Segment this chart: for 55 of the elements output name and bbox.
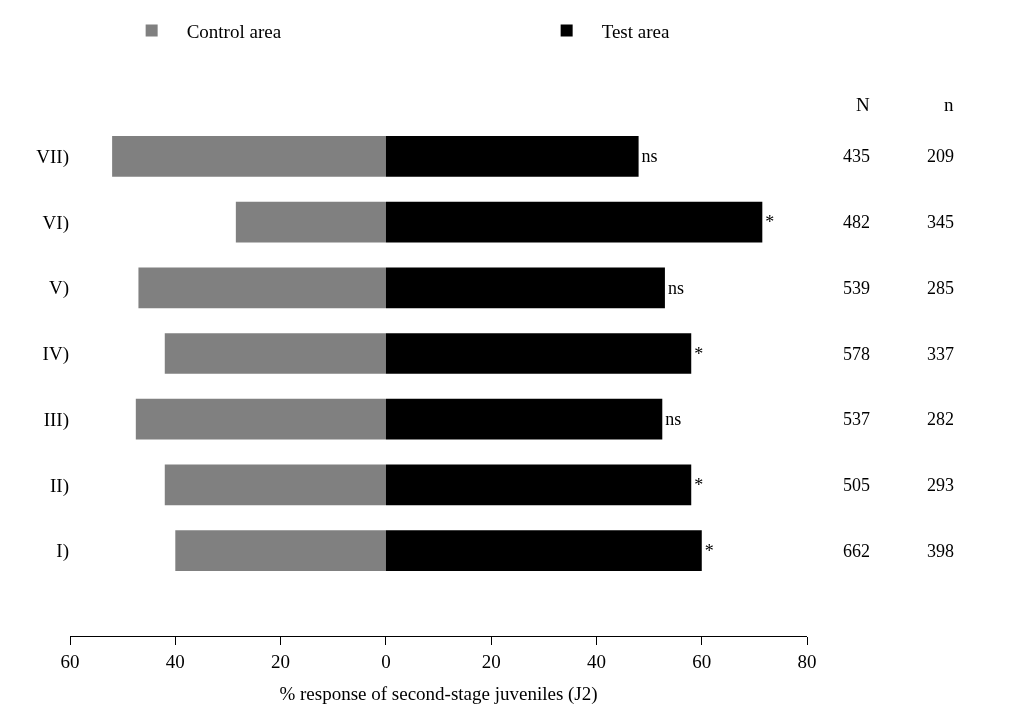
legend-label: Test area (601, 20, 670, 42)
text: 578 (843, 344, 870, 364)
bar (385, 464, 692, 506)
x-tick-label: 40 (165, 650, 185, 672)
text: 293 (927, 475, 954, 495)
data-label: ns (667, 277, 684, 298)
bar (385, 530, 702, 571)
x-tick-label: 80 (797, 650, 817, 672)
y-tick-label: VI) (42, 211, 69, 234)
x-tick-label: 60 (692, 650, 712, 672)
y-tick-label: V) (48, 277, 69, 300)
x-tick-label: 20 (481, 650, 501, 672)
x-tick-label: 0 (381, 650, 391, 672)
data-label: * (694, 474, 704, 495)
x-tick-label: 40 (586, 650, 606, 672)
y-tick-label: II) (50, 474, 69, 497)
text: 209 (927, 146, 954, 166)
text: 505 (843, 475, 870, 495)
data-label: ns (665, 409, 682, 430)
x-tick-label: 20 (271, 650, 291, 672)
text: 285 (927, 278, 954, 298)
text: n (944, 94, 954, 115)
text: 345 (927, 212, 954, 232)
bar (385, 267, 665, 309)
bar (385, 201, 763, 243)
bar (175, 530, 386, 571)
text: 398 (927, 541, 954, 561)
y-tick-label: VII) (36, 146, 69, 169)
data-label: ns (641, 146, 658, 167)
bar (135, 398, 386, 440)
bar (235, 201, 386, 243)
y-tick-label: IV) (42, 343, 69, 366)
bar (138, 267, 386, 309)
x-axis-title: % response of second-stage juveniles (J2) (279, 682, 598, 705)
bar (385, 398, 663, 440)
text: 539 (843, 278, 870, 298)
text: 337 (927, 344, 954, 364)
text: 435 (843, 146, 870, 166)
text: 662 (843, 541, 870, 561)
bar (385, 136, 639, 177)
bar (385, 333, 692, 374)
data-label: * (694, 343, 704, 364)
legend-label: Control area (186, 20, 282, 42)
text: N (856, 94, 870, 115)
text: 282 (927, 409, 954, 429)
bar (164, 333, 386, 374)
text: 537 (843, 409, 870, 429)
y-tick-label: III) (43, 408, 69, 431)
bar (112, 136, 386, 177)
text: 482 (843, 212, 870, 232)
y-tick-label: I) (56, 540, 69, 563)
bar (164, 464, 386, 506)
data-label: * (704, 540, 714, 561)
data-label: * (765, 212, 775, 233)
x-tick-label: 60 (60, 650, 80, 672)
